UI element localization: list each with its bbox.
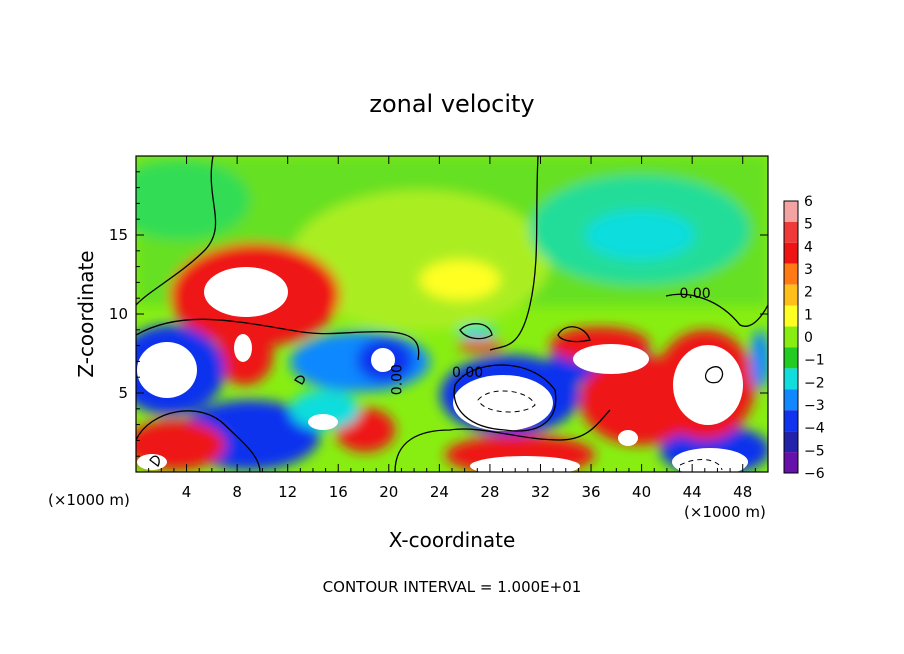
x-tick-label: 32: [531, 483, 550, 501]
chart-title: zonal velocity: [369, 90, 534, 118]
x-axis-label: X-coordinate: [389, 528, 516, 552]
colorbar-label: 6: [804, 194, 813, 210]
contour-label: 0.00: [452, 365, 483, 381]
contour-interval-note: CONTOUR INTERVAL = 1.000E+01: [323, 578, 582, 596]
colorbar-label: −3: [804, 398, 825, 414]
colorbar-swatch: [784, 242, 798, 264]
colorbar-swatch: [784, 305, 798, 327]
x-tick-label: 16: [329, 483, 348, 501]
colorbar-label: 2: [804, 285, 813, 301]
colorbar-swatch: [784, 263, 798, 285]
y-axis-label: Z-coordinate: [74, 250, 98, 377]
colorbar: 6 5 4 3 2 1 0 −1 −2 −3 −4 −5 −6: [783, 194, 825, 482]
colorbar-swatch: [784, 284, 798, 306]
colorbar-swatch: [784, 221, 798, 243]
colorbar-swatch: [784, 326, 798, 348]
contour-label: 0.00: [680, 286, 711, 302]
colorbar-label: −4: [804, 421, 825, 437]
colorbar-swatch: [784, 347, 798, 369]
colorbar-swatch: [784, 368, 798, 390]
colorbar-label: −2: [804, 375, 825, 391]
colorbar-swatch: [784, 201, 798, 222]
colorbar-swatch: [784, 389, 798, 411]
x-tick-label: 44: [683, 483, 702, 501]
colorbar-label: −1: [804, 353, 825, 369]
x-tick-label: 8: [232, 483, 242, 501]
y-tick-label: 15: [109, 226, 128, 244]
colorbar-swatch: [784, 431, 798, 453]
x-unit-note-right: (×1000 m): [684, 503, 766, 521]
x-tick-label: 36: [581, 483, 600, 501]
colorbar-label: 1: [804, 307, 813, 323]
colorbar-label: −6: [804, 466, 825, 482]
x-tick-label: 4: [182, 483, 192, 501]
x-tick-label: 20: [379, 483, 398, 501]
x-tick-label: 12: [278, 483, 297, 501]
heatmap-field: 0.00 0.00 0.00: [136, 156, 768, 472]
x-unit-note-left: (×1000 m): [48, 491, 130, 509]
y-tick-label: 10: [109, 305, 128, 323]
x-tick-label: 24: [430, 483, 449, 501]
x-tick-label: 40: [632, 483, 651, 501]
y-axis: 5 10 15: [109, 171, 768, 457]
colorbar-label: 0: [804, 330, 813, 346]
colorbar-swatch: [784, 410, 798, 432]
colorbar-label: 5: [804, 217, 813, 233]
y-tick-label: 5: [118, 384, 128, 402]
colorbar-label: 4: [804, 239, 813, 255]
x-tick-label: 28: [480, 483, 499, 501]
contour-label: 0.00: [389, 364, 405, 395]
x-tick-label: 48: [733, 483, 752, 501]
colorbar-label: 3: [804, 262, 813, 278]
x-axis: 4 8 12 16 20 24 28 32 36 40 44 48: [148, 156, 756, 501]
colorbar-frame: [783, 200, 799, 474]
colorbar-label: −5: [804, 443, 825, 459]
colorbar-swatch: [784, 452, 798, 473]
